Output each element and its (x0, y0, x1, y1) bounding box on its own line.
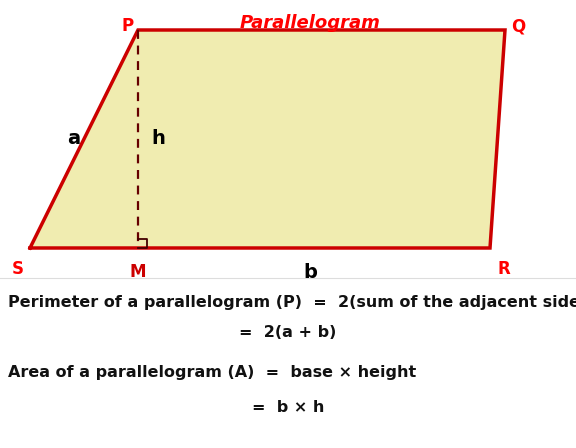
Text: M: M (130, 263, 146, 281)
Text: a: a (67, 129, 81, 147)
Text: S: S (12, 260, 24, 278)
Polygon shape (30, 30, 505, 248)
Text: h: h (151, 129, 165, 147)
Text: Area of a parallelogram (A)  =  base × height: Area of a parallelogram (A) = base × hei… (8, 365, 416, 380)
Text: Parallelogram: Parallelogram (240, 14, 380, 32)
Text: Perimeter of a parallelogram (P)  =  2(sum of the adjacent sides): Perimeter of a parallelogram (P) = 2(sum… (8, 295, 576, 310)
Text: =  b × h: = b × h (252, 400, 324, 415)
Text: =  2(a + b): = 2(a + b) (239, 325, 337, 340)
Text: Q: Q (511, 17, 525, 35)
Text: P: P (122, 17, 134, 35)
Text: R: R (498, 260, 510, 278)
Text: b: b (303, 263, 317, 282)
